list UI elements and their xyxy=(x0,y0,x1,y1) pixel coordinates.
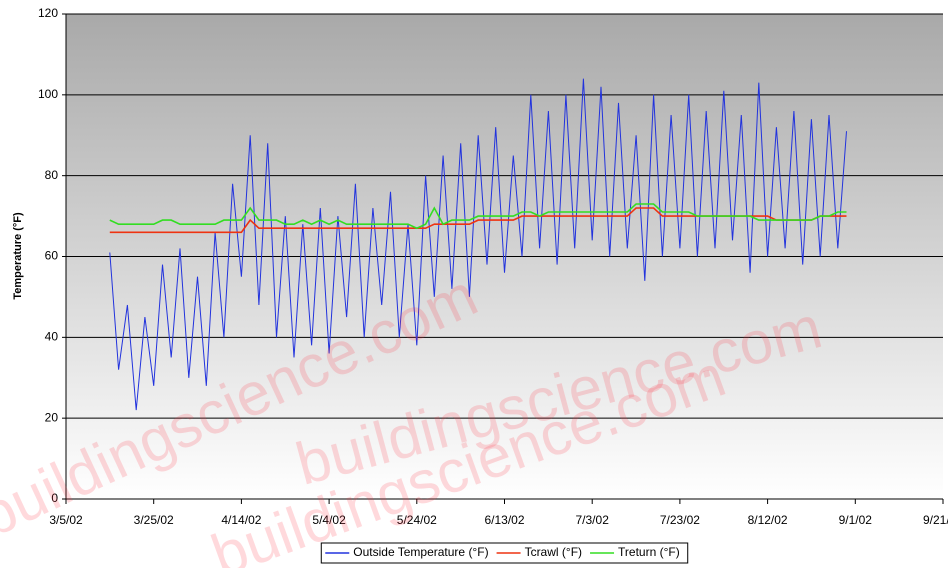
legend-label: Treturn (°F) xyxy=(618,545,680,559)
x-tick-label: 4/14/02 xyxy=(221,513,261,527)
y-tick-label: 0 xyxy=(51,491,58,505)
legend-label: Tcrawl (°F) xyxy=(525,545,582,559)
y-axis-label: Temperature (°F) xyxy=(12,212,24,300)
series-line xyxy=(109,78,847,411)
x-tick-label: 5/4/02 xyxy=(312,513,346,527)
x-tick-label: 7/3/02 xyxy=(576,513,610,527)
x-tick-label: 3/5/02 xyxy=(49,513,83,527)
series-line xyxy=(109,203,847,230)
x-tick-label: 3/25/02 xyxy=(134,513,174,527)
y-tick-label: 20 xyxy=(45,410,59,424)
x-tick-label: 5/24/02 xyxy=(397,513,437,527)
x-tick-label: 9/1/02 xyxy=(839,513,873,527)
x-tick-label: 9/21/02 xyxy=(923,513,948,527)
y-tick-label: 40 xyxy=(45,330,59,344)
legend-label: Outside Temperature (°F) xyxy=(353,545,488,559)
x-tick-label: 6/13/02 xyxy=(484,513,524,527)
x-tick-label: 8/12/02 xyxy=(748,513,788,527)
legend: Outside Temperature (°F) Tcrawl (°F) Tretu… xyxy=(320,542,689,564)
y-tick-label: 120 xyxy=(38,6,58,20)
y-tick-label: 60 xyxy=(45,249,59,263)
y-tick-label: 100 xyxy=(38,87,58,101)
x-tick-label: 7/23/02 xyxy=(660,513,700,527)
y-tick-label: 80 xyxy=(45,168,59,182)
